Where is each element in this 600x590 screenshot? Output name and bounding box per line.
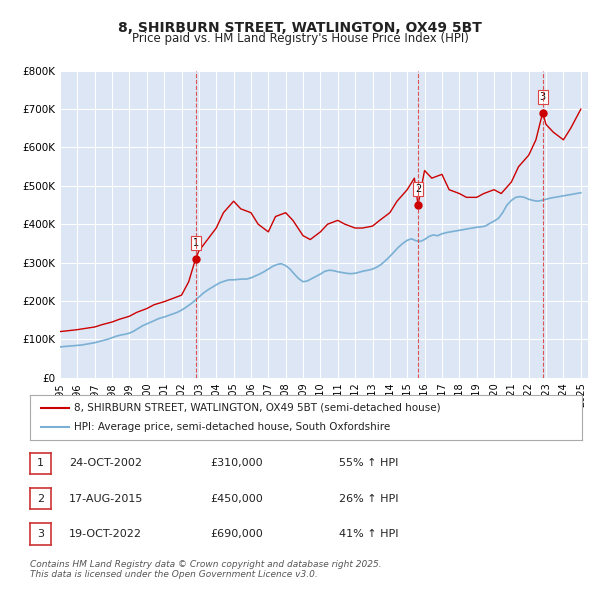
Text: 3: 3: [539, 92, 545, 102]
Text: 1: 1: [37, 458, 44, 468]
Text: 17-AUG-2015: 17-AUG-2015: [69, 494, 143, 503]
Text: 8, SHIRBURN STREET, WATLINGTON, OX49 5BT: 8, SHIRBURN STREET, WATLINGTON, OX49 5BT: [118, 21, 482, 35]
Text: 26% ↑ HPI: 26% ↑ HPI: [339, 494, 398, 503]
Text: £450,000: £450,000: [210, 494, 263, 503]
Text: Price paid vs. HM Land Registry's House Price Index (HPI): Price paid vs. HM Land Registry's House …: [131, 32, 469, 45]
Text: 41% ↑ HPI: 41% ↑ HPI: [339, 529, 398, 539]
Text: 55% ↑ HPI: 55% ↑ HPI: [339, 458, 398, 468]
Text: 3: 3: [37, 529, 44, 539]
Text: 2: 2: [415, 184, 421, 194]
Text: £690,000: £690,000: [210, 529, 263, 539]
Text: 1: 1: [193, 238, 199, 248]
Text: £310,000: £310,000: [210, 458, 263, 468]
Text: 2: 2: [37, 494, 44, 503]
Text: 24-OCT-2002: 24-OCT-2002: [69, 458, 142, 468]
Text: Contains HM Land Registry data © Crown copyright and database right 2025.
This d: Contains HM Land Registry data © Crown c…: [30, 560, 382, 579]
Text: 8, SHIRBURN STREET, WATLINGTON, OX49 5BT (semi-detached house): 8, SHIRBURN STREET, WATLINGTON, OX49 5BT…: [74, 403, 441, 412]
Text: HPI: Average price, semi-detached house, South Oxfordshire: HPI: Average price, semi-detached house,…: [74, 422, 391, 432]
Text: 19-OCT-2022: 19-OCT-2022: [69, 529, 142, 539]
